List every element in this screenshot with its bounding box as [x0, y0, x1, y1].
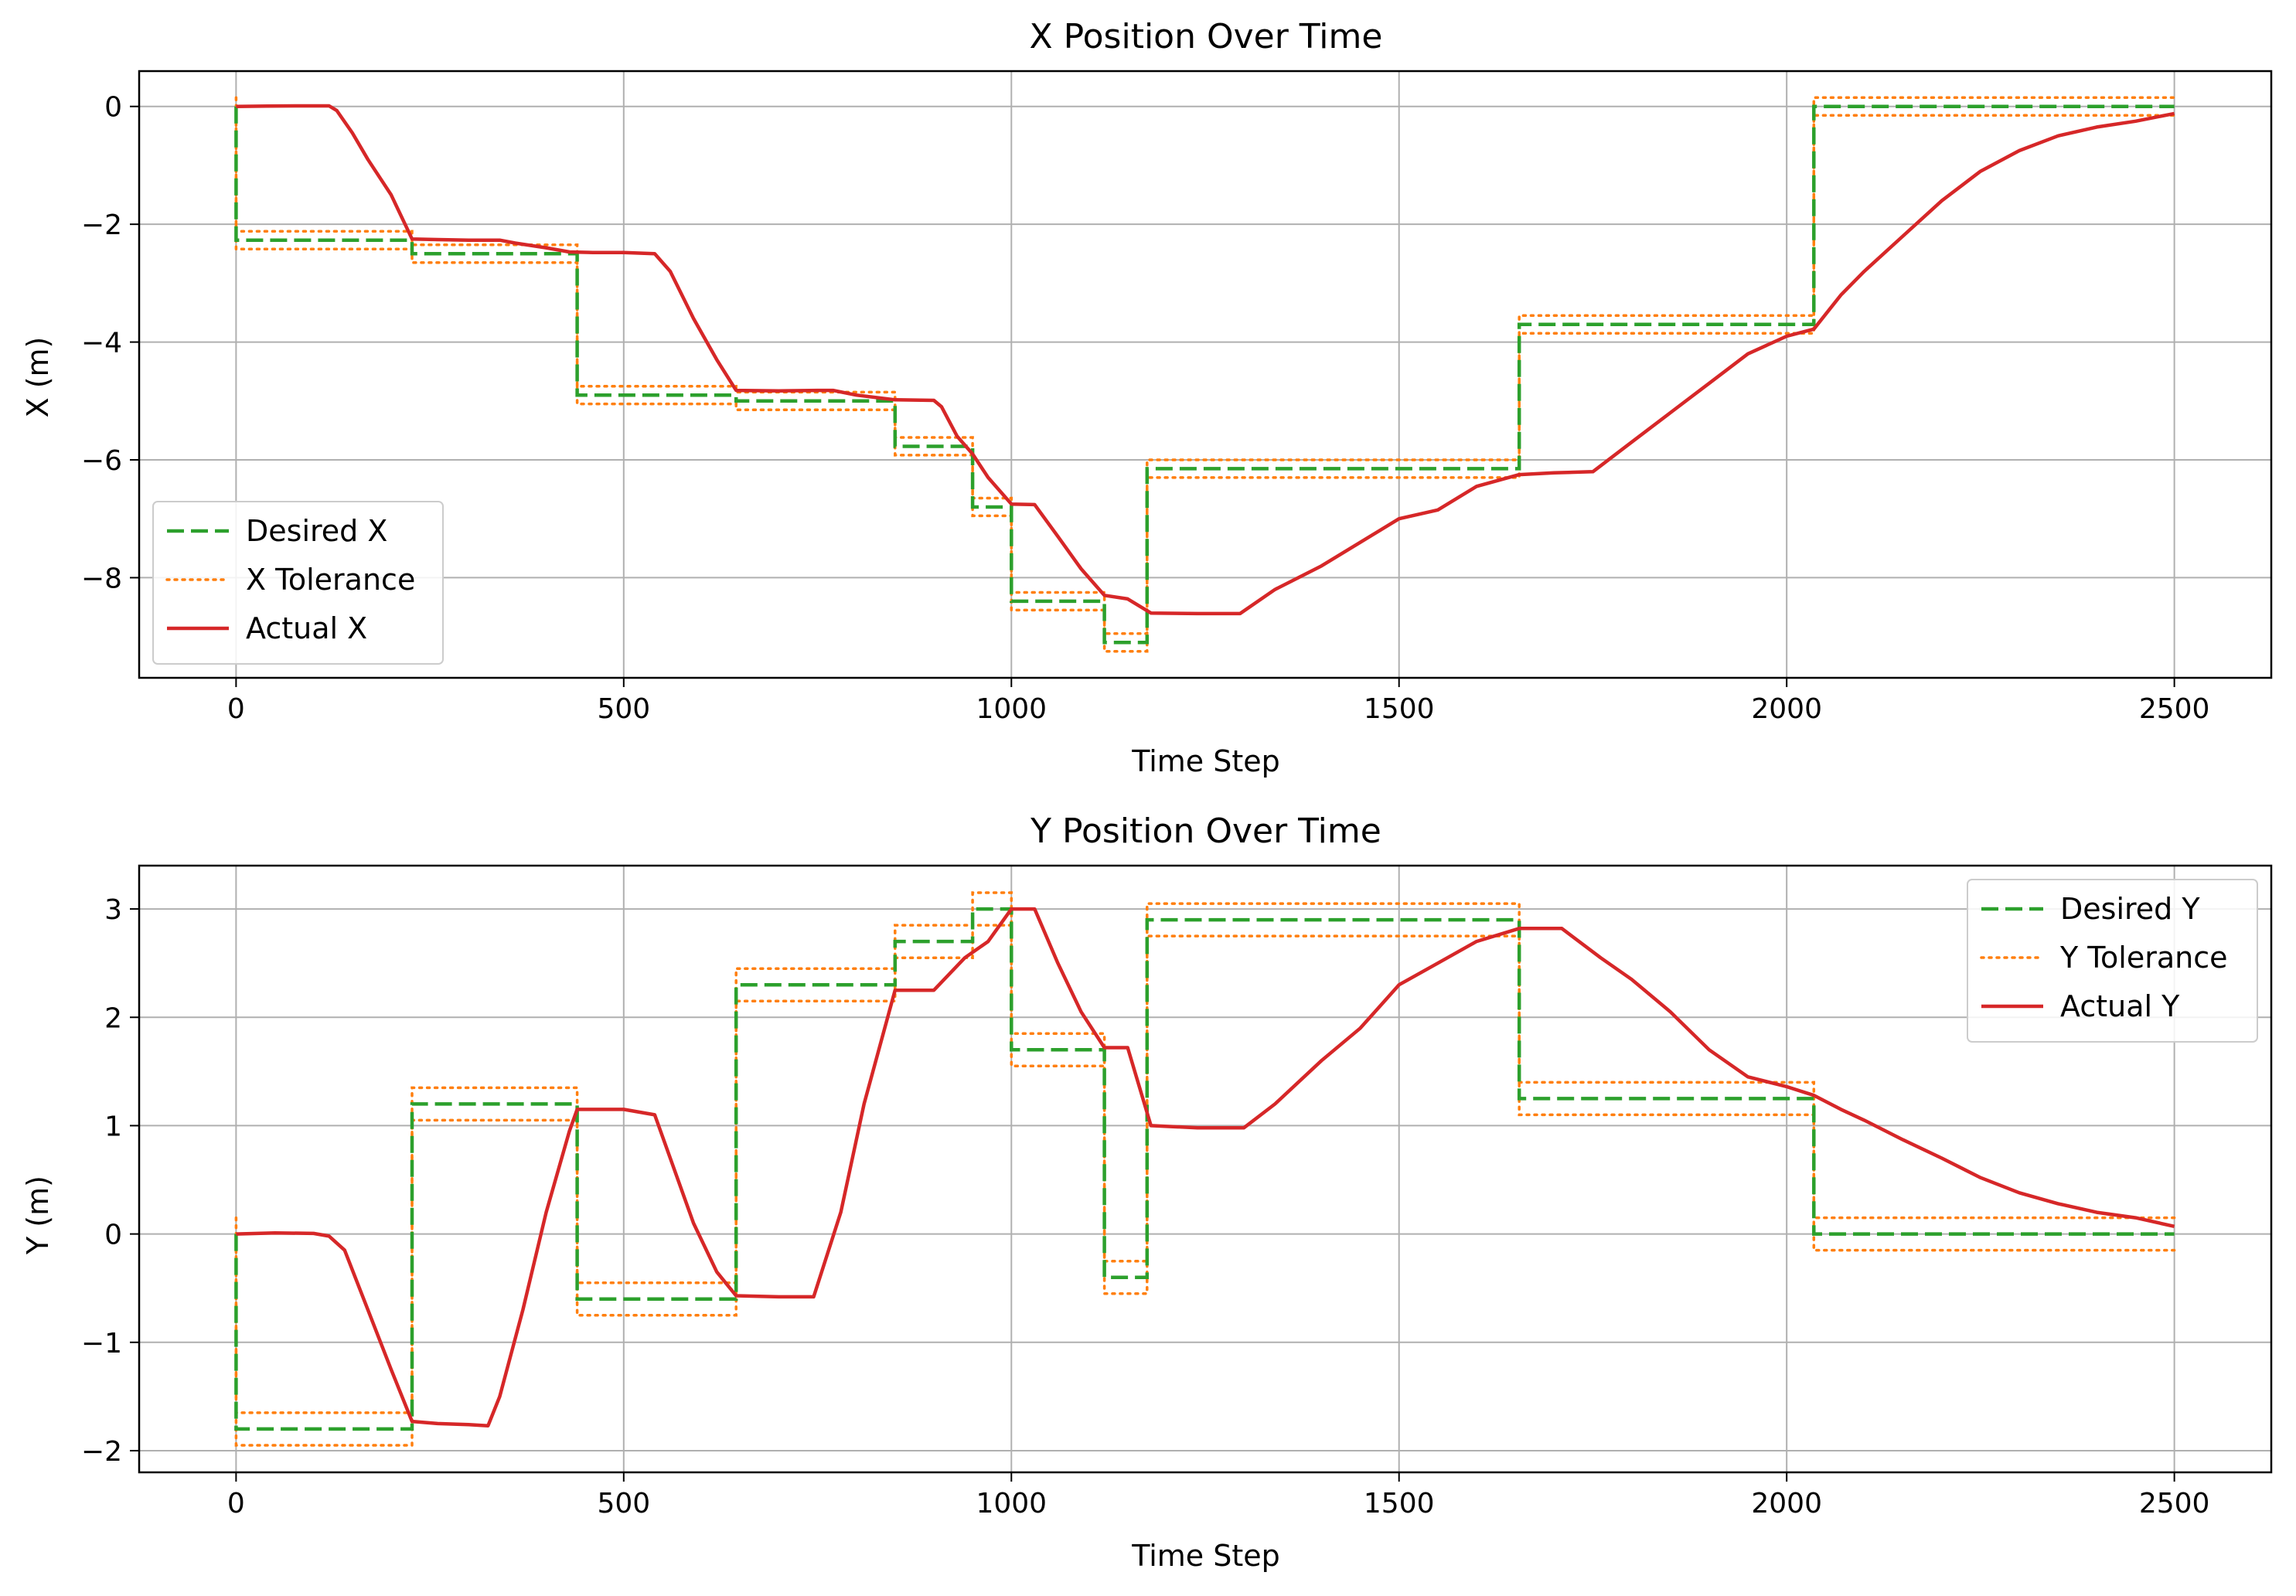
- y-tick-label: −8: [81, 563, 122, 594]
- legend-label: Desired X: [246, 514, 387, 548]
- legend-box: [1967, 879, 2258, 1043]
- x-position-chart: X Position Over Time Time Step X (m) 0 50…: [21, 17, 2273, 778]
- y-tick-label: −6: [81, 445, 122, 477]
- ticks: 0 500 1000 1500 2000 2500 0 −2 −4 −6 −8: [81, 92, 2210, 725]
- y-axis-label: X (m): [21, 337, 55, 418]
- x-tick-label: 2500: [2139, 693, 2210, 725]
- desired-line: [234, 907, 2175, 1431]
- tolerance-lower-line: [234, 924, 2176, 1447]
- y-tick-label: −4: [81, 328, 122, 359]
- y-tick-label: −1: [81, 1328, 122, 1359]
- legend: Desired X X Tolerance Actual X: [152, 501, 444, 665]
- grid: [139, 71, 2271, 678]
- legend-label: Actual Y: [2060, 989, 2180, 1023]
- x-tick-label: 2500: [2139, 1488, 2210, 1519]
- axes-frame: [138, 70, 2273, 679]
- legend: Desired Y Y Tolerance Actual Y: [1967, 879, 2258, 1043]
- desired-line: [234, 104, 2175, 645]
- x-tick-label: 500: [597, 693, 650, 725]
- tolerance-upper-line: [234, 891, 2176, 1414]
- y-tick-label: 3: [104, 894, 122, 926]
- x-tick-label: 2000: [1751, 1488, 1822, 1519]
- chart-title: Y Position Over Time: [1030, 812, 1381, 851]
- grid: [139, 866, 2271, 1472]
- x-tick-label: 1500: [1364, 1488, 1435, 1519]
- plot-area: [234, 891, 2176, 1447]
- legend-label: Desired Y: [2060, 892, 2200, 926]
- legend-label: Y Tolerance: [2059, 941, 2228, 975]
- y-tick-label: 0: [104, 1220, 122, 1251]
- x-tick-label: 1000: [976, 693, 1047, 725]
- y-axis-label: Y (m): [21, 1176, 55, 1255]
- y-tick-label: −2: [81, 1436, 122, 1468]
- x-tick-label: 0: [227, 1488, 245, 1519]
- actual-line: [236, 907, 2175, 1428]
- y-tick-label: −2: [81, 209, 122, 241]
- axes-frame: [138, 864, 2273, 1474]
- tolerance-upper-line: [234, 96, 2176, 635]
- x-tick-label: 500: [597, 1488, 650, 1519]
- tolerance-lower-line: [234, 114, 2176, 653]
- legend-label: X Tolerance: [246, 563, 415, 597]
- x-axis-label: Time Step: [1131, 744, 1280, 778]
- chart-title: X Position Over Time: [1030, 17, 1383, 56]
- plot-area: [234, 96, 2176, 653]
- y-position-chart: Y Position Over Time Time Step Y (m) 0 50…: [21, 812, 2273, 1573]
- x-tick-label: 1500: [1364, 693, 1435, 725]
- x-axis-label: Time Step: [1131, 1539, 1280, 1573]
- y-tick-label: 2: [104, 1002, 122, 1034]
- legend-label: Actual X: [246, 611, 367, 645]
- y-tick-label: 0: [104, 92, 122, 124]
- x-tick-label: 2000: [1751, 693, 1822, 725]
- legend-box: [152, 501, 444, 665]
- x-tick-label: 0: [227, 693, 245, 725]
- y-tick-label: 1: [104, 1111, 122, 1142]
- ticks: 0 500 1000 1500 2000 2500 3 2 1 0 −1 −2: [81, 894, 2210, 1519]
- actual-line: [236, 104, 2175, 616]
- x-tick-label: 1000: [976, 1488, 1047, 1519]
